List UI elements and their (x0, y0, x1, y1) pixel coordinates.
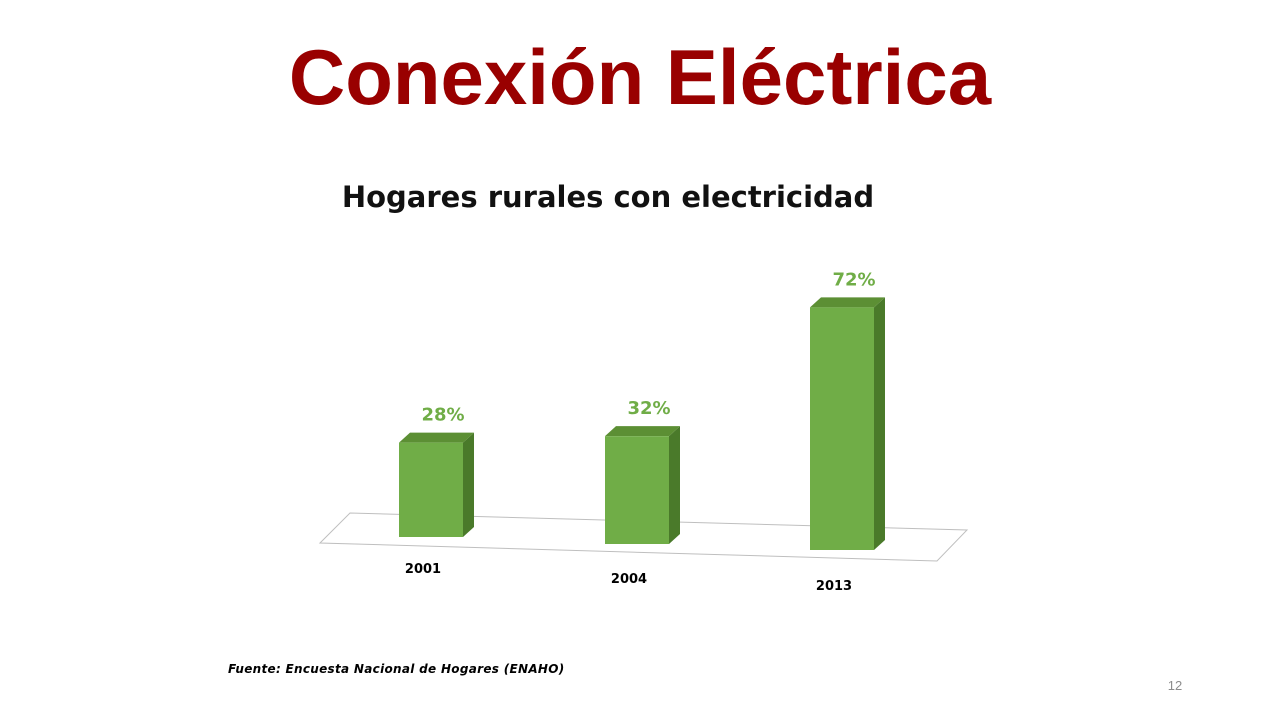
value-label: 28% (421, 405, 464, 426)
chart-title: Hogares rurales con electricidad (342, 180, 874, 214)
page-number: 12 (1167, 678, 1183, 693)
bar-top (399, 432, 474, 443)
bar-front (810, 307, 874, 550)
bar-top (810, 297, 885, 308)
bar-2013: 72% 2013 (810, 269, 885, 594)
bar-front (399, 442, 463, 537)
chart-floor (318, 512, 969, 562)
category-label: 2013 (816, 579, 852, 594)
value-label: 72% (832, 269, 875, 290)
bar-side (463, 432, 474, 537)
source-note: Fuente: Encuesta Nacional de Hogares (EN… (228, 662, 565, 676)
bar-2004: 32% 2004 (605, 398, 680, 587)
bar-side (874, 297, 885, 550)
category-label: 2001 (405, 562, 441, 577)
bars-layer: 28% 2001 32% 2004 72% 2013 (399, 269, 885, 594)
value-label: 32% (627, 398, 670, 419)
bar-side (669, 426, 680, 544)
bar-top (605, 426, 680, 437)
bar-front (605, 436, 669, 544)
bar-2001: 28% 2001 (399, 405, 474, 577)
category-label: 2004 (611, 572, 647, 587)
slide-title: Conexión Eléctrica (288, 33, 992, 121)
